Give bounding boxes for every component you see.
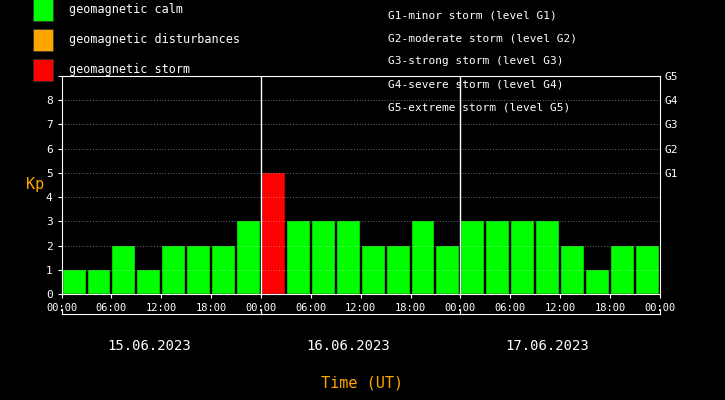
Text: Time (UT): Time (UT) [321,375,404,390]
Bar [88,270,110,294]
Text: 16.06.2023: 16.06.2023 [307,339,390,353]
Bar [312,221,335,294]
Bar [262,173,285,294]
Text: geomagnetic calm: geomagnetic calm [69,4,183,16]
Bar [636,246,659,294]
Text: G3-strong storm (level G3): G3-strong storm (level G3) [388,56,563,66]
Text: 17.06.2023: 17.06.2023 [506,339,589,353]
Bar [336,221,360,294]
Text: geomagnetic disturbances: geomagnetic disturbances [69,34,240,46]
Bar [112,246,136,294]
Bar [212,246,235,294]
Bar [436,246,460,294]
Bar [461,221,484,294]
Bar [586,270,609,294]
Text: geomagnetic storm: geomagnetic storm [69,64,190,76]
Bar [536,221,559,294]
Bar [237,221,260,294]
Bar [287,221,310,294]
Text: G5-extreme storm (level G5): G5-extreme storm (level G5) [388,103,570,113]
Bar [611,246,634,294]
Bar [137,270,160,294]
Text: G1-minor storm (level G1): G1-minor storm (level G1) [388,10,557,20]
Bar [412,221,434,294]
Text: 15.06.2023: 15.06.2023 [107,339,191,353]
Bar [162,246,185,294]
Text: G4-severe storm (level G4): G4-severe storm (level G4) [388,80,563,90]
Y-axis label: Kp: Kp [25,178,44,192]
Bar [62,270,86,294]
Bar [561,246,584,294]
Bar [486,221,509,294]
Bar [386,246,410,294]
Text: G2-moderate storm (level G2): G2-moderate storm (level G2) [388,33,577,43]
Bar [511,221,534,294]
Bar [187,246,210,294]
Bar [362,246,384,294]
